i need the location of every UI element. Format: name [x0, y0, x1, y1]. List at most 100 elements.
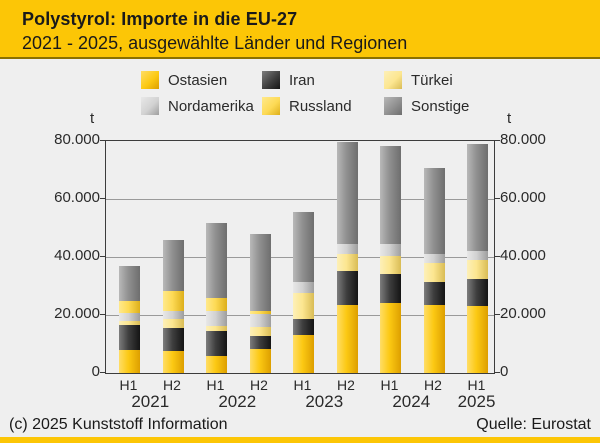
tick-mark-right	[495, 256, 500, 257]
y-tick-left-80.000: 80.000	[54, 131, 100, 148]
y-tick-left-0: 0	[91, 363, 100, 380]
bar-segment-nordamerika	[293, 282, 314, 294]
y-axis-unit-right: t	[507, 110, 512, 127]
bar-segment-iran	[249, 335, 271, 349]
legend-item-nordamerika: Nordamerika	[141, 97, 262, 115]
legend-swatch-sonstige	[384, 97, 402, 115]
x-label-3: H2	[250, 377, 268, 393]
bar-segment-iran	[206, 330, 227, 356]
bar-h1-4	[293, 212, 314, 373]
legend-item-ostasien: Ostasien	[141, 71, 262, 89]
y-tick-right-0: 0	[500, 363, 509, 380]
bar-segment-sonstige	[336, 141, 358, 244]
bar-segment-tuerkei	[380, 255, 401, 275]
bar-segment-sonstige	[206, 222, 227, 299]
bar-h2-3	[249, 234, 271, 373]
y-axis-unit-left: t	[90, 110, 95, 127]
bar-segment-russland	[119, 301, 140, 313]
legend-item-sonstige: Sonstige	[384, 97, 469, 115]
legend-swatch-iran	[262, 71, 280, 89]
y-tick-left-60.000: 60.000	[54, 189, 100, 206]
bar-segment-tuerkei	[119, 320, 140, 325]
y-tick-right-80.000: 80.000	[500, 131, 546, 148]
year-label-2021: 2021	[131, 392, 170, 411]
bar-segment-iran	[162, 327, 184, 352]
bar-segment-iran	[336, 270, 358, 305]
bar-segment-tuerkei	[249, 327, 271, 336]
x-label-2: H1	[206, 377, 225, 393]
x-label-1: H2	[163, 377, 181, 393]
bar-h2-7	[423, 167, 445, 373]
bar-segment-nordamerika	[467, 251, 488, 261]
bar-segment-tuerkei	[336, 253, 358, 271]
tick-mark-right	[495, 140, 500, 141]
legend-swatch-tuerkei	[384, 71, 402, 89]
bar-segment-sonstige	[380, 145, 401, 244]
legend-swatch-ostasien	[141, 71, 159, 89]
chart-header: Polystyrol: Importe in die EU-27 2021 - …	[0, 0, 600, 59]
tick-mark-right	[495, 314, 500, 315]
y-tick-left-40.000: 40.000	[54, 247, 100, 264]
y-tick-right-60.000: 60.000	[500, 189, 546, 206]
bar-segment-tuerkei	[206, 325, 227, 331]
bar-segment-ostasien	[249, 348, 271, 373]
plot-area	[105, 140, 495, 374]
bar-segment-tuerkei	[293, 293, 314, 320]
bar-segment-nordamerika	[380, 243, 401, 256]
bar-h2-1	[162, 240, 184, 373]
legend-item-iran: Iran	[262, 71, 384, 89]
year-label-2022: 2022	[218, 392, 257, 411]
y-tick-left-20.000: 20.000	[54, 305, 100, 322]
legend-label-tuerkei: Türkei	[411, 71, 453, 89]
legend-label-iran: Iran	[289, 71, 315, 89]
legend-swatch-russland	[262, 97, 280, 115]
tick-mark-left	[100, 314, 105, 315]
bar-h1-0	[119, 266, 140, 373]
bar-h1-8	[467, 144, 488, 373]
tick-mark-right	[495, 198, 500, 199]
bar-segment-sonstige	[162, 240, 184, 291]
bar-segment-tuerkei	[162, 319, 184, 328]
legend-label-ostasien: Ostasien	[168, 71, 228, 89]
bar-segment-nordamerika	[162, 310, 184, 320]
legend-label-nordamerika: Nordamerika	[168, 97, 254, 115]
chart-title: Polystyrol: Importe in die EU-27	[22, 9, 298, 29]
bar-segment-sonstige	[423, 167, 445, 255]
x-label-4: H1	[293, 377, 312, 393]
bar-segment-ostasien	[336, 304, 358, 373]
tick-mark-left	[100, 372, 105, 373]
bar-segment-nordamerika	[119, 312, 140, 321]
chart-legend: Ostasien Iran Türkei Nordamerika Russland Son…	[141, 71, 469, 115]
bar-segment-ostasien	[206, 355, 227, 373]
gridline-60.000	[106, 199, 494, 200]
bar-h1-2	[206, 222, 227, 373]
x-label-5: H2	[337, 377, 355, 393]
bar-h2-5	[336, 141, 358, 373]
chart-subtitle: 2021 - 2025, ausgewählte Länder und Regi…	[22, 33, 408, 53]
legend-swatch-nordamerika	[141, 97, 159, 115]
bar-segment-iran	[380, 274, 401, 303]
bar-segment-nordamerika	[206, 310, 227, 326]
year-label-2024: 2024	[392, 392, 431, 411]
bar-segment-sonstige	[467, 144, 488, 252]
x-label-7: H2	[424, 377, 442, 393]
bar-segment-ostasien	[119, 349, 140, 373]
bar-segment-russland	[162, 290, 184, 311]
x-label-8: H1	[467, 377, 486, 393]
y-tick-right-40.000: 40.000	[500, 247, 546, 264]
tick-mark-left	[100, 140, 105, 141]
bar-segment-iran	[467, 279, 488, 307]
bar-segment-ostasien	[423, 304, 445, 373]
source-text: Quelle: Eurostat	[476, 416, 591, 433]
bar-segment-ostasien	[293, 335, 314, 373]
copyright-text: (c) 2025 Kunststoff Information	[9, 416, 228, 433]
bar-segment-nordamerika	[249, 313, 271, 328]
year-label-2025: 2025	[457, 392, 496, 411]
bar-segment-russland	[206, 298, 227, 311]
bar-h1-6	[380, 145, 401, 373]
bar-segment-iran	[119, 324, 140, 350]
y-tick-right-20.000: 20.000	[500, 305, 546, 322]
bar-segment-ostasien	[467, 306, 488, 373]
bar-segment-iran	[423, 282, 445, 305]
